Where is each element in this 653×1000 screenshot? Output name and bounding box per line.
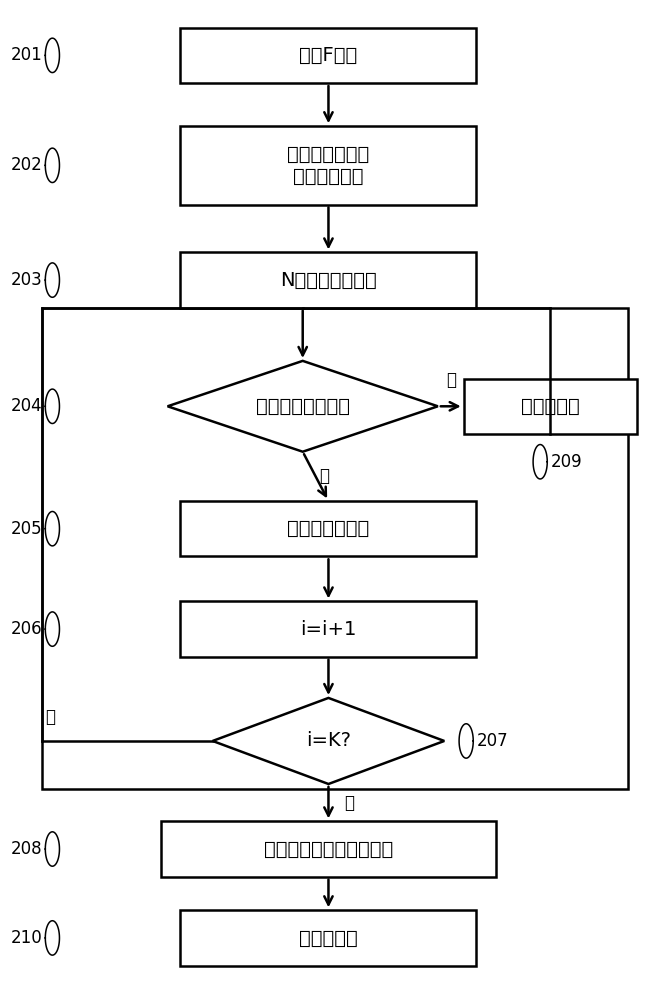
Bar xyxy=(180,252,477,308)
Text: 选择为信息比特: 选择为信息比特 xyxy=(287,519,370,538)
Bar xyxy=(464,379,637,434)
Text: 201: 201 xyxy=(10,46,42,64)
Bar xyxy=(180,601,477,657)
Polygon shape xyxy=(213,698,444,784)
Text: 208: 208 xyxy=(10,840,42,858)
Text: 确定信息比特和冻结比特: 确定信息比特和冻结比特 xyxy=(264,840,393,859)
Text: i=K?: i=K? xyxy=(306,731,351,750)
Text: 否: 否 xyxy=(446,371,456,389)
Text: 生成F矩阵: 生成F矩阵 xyxy=(299,46,358,65)
Bar xyxy=(180,28,477,83)
Text: i=i+1: i=i+1 xyxy=(300,620,357,639)
Text: 210: 210 xyxy=(10,929,42,947)
Text: 202: 202 xyxy=(10,156,42,174)
Text: N个比特进行排序: N个比特进行排序 xyxy=(280,271,377,290)
Bar xyxy=(180,501,477,556)
Text: 行重量大于阈值？: 行重量大于阈值？ xyxy=(256,397,350,416)
Bar xyxy=(42,308,628,789)
Bar xyxy=(180,126,477,205)
Bar xyxy=(161,821,496,877)
Polygon shape xyxy=(168,361,438,452)
Text: 209: 209 xyxy=(550,453,582,471)
Text: 206: 206 xyxy=(10,620,42,638)
Text: 207: 207 xyxy=(477,732,508,750)
Text: 确定比特容量和
对应的行重量: 确定比特容量和 对应的行重量 xyxy=(287,145,370,186)
Text: 205: 205 xyxy=(10,520,42,538)
Text: 编码或译码: 编码或译码 xyxy=(299,928,358,947)
Text: 去除该比特: 去除该比特 xyxy=(521,397,580,416)
Text: 是: 是 xyxy=(345,794,355,812)
Text: 203: 203 xyxy=(10,271,42,289)
Text: 是: 是 xyxy=(319,467,329,485)
Text: 否: 否 xyxy=(45,708,56,726)
Text: 204: 204 xyxy=(10,397,42,415)
Bar xyxy=(180,910,477,966)
